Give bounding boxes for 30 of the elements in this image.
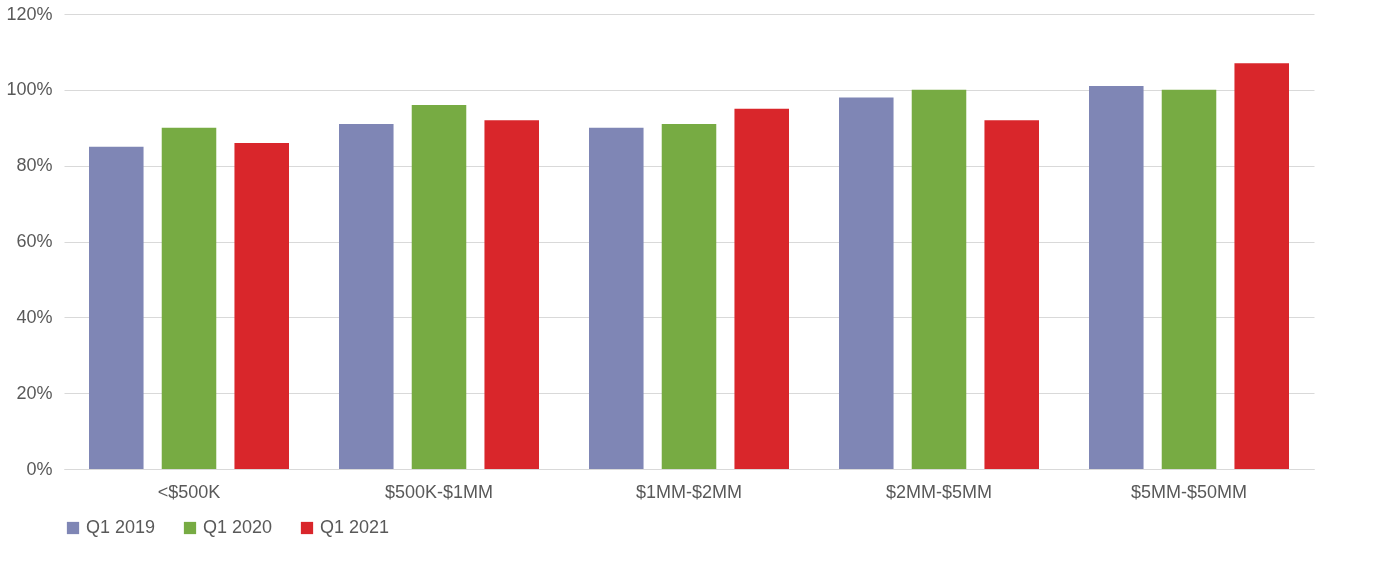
- bar: [1234, 63, 1289, 469]
- bar: [1161, 89, 1217, 469]
- y-tick-label: 100%: [6, 79, 53, 100]
- bar: [839, 97, 894, 469]
- bar: [734, 108, 789, 469]
- bar: [589, 127, 644, 469]
- legend-label: Q1 2020: [203, 517, 273, 537]
- legend-label: Q1 2019: [86, 517, 156, 537]
- bar: [411, 105, 467, 469]
- x-tick-label: $2MM-$5MM: [885, 481, 993, 502]
- bar: [984, 120, 1039, 469]
- x-tick-label: $500K-$1MM: [384, 481, 494, 502]
- y-tick-label: 120%: [6, 3, 53, 24]
- bar: [1089, 86, 1144, 469]
- bar: [89, 146, 144, 469]
- bar: [161, 127, 217, 469]
- bar: [339, 123, 394, 469]
- legend-label: Q1 2021: [320, 517, 390, 537]
- bar: [484, 120, 539, 469]
- y-tick-label: 0%: [26, 458, 53, 479]
- y-tick-label: 20%: [16, 382, 53, 403]
- y-tick-label: 60%: [16, 231, 53, 251]
- x-tick-label: <$500K: [157, 481, 221, 502]
- x-tick-label: $1MM-$2MM: [635, 481, 743, 502]
- bar: [234, 142, 289, 469]
- x-tick-label: $5MM-$50MM: [1130, 481, 1248, 502]
- y-tick-label: 80%: [16, 155, 53, 176]
- bar: [911, 89, 967, 469]
- bar: [661, 123, 717, 469]
- y-tick-label: 40%: [16, 306, 53, 327]
